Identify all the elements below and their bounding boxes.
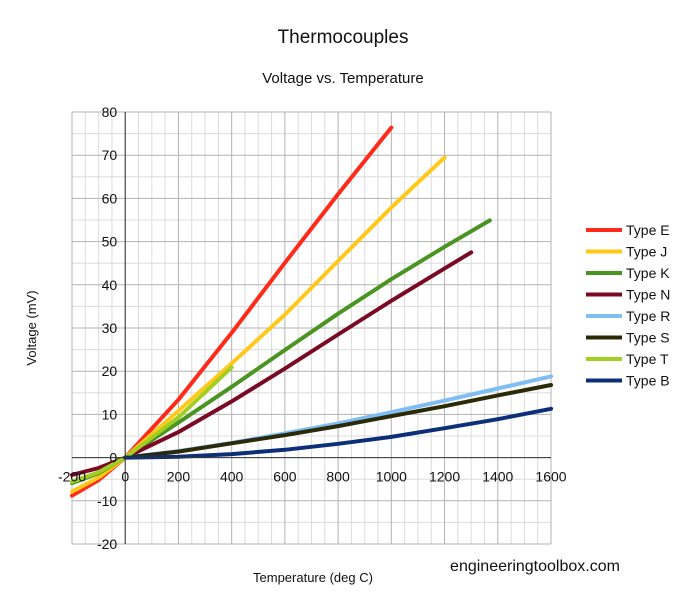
x-tick-label: 600 [273,469,297,485]
legend-label-type-t: Type T [626,351,669,367]
x-tick-label: 1400 [482,469,513,485]
legend-label-type-n: Type N [626,287,670,303]
y-tick-label: 70 [102,147,118,163]
x-tick-label: -200 [58,469,86,485]
axes: -200 0 200 400 600 800 1000 1200 1400 1600-20-100… [58,104,567,552]
y-tick-label: 80 [102,104,118,120]
legend-label-type-k: Type K [626,265,670,281]
x-tick-label: 200 [167,469,191,485]
y-tick-label: -20 [97,536,117,552]
y-tick-label: -10 [97,493,117,509]
y-tick-label: 30 [102,320,118,336]
x-tick-label: 1600 [535,469,566,485]
series-lines [70,125,553,498]
x-tick-label: 800 [326,469,350,485]
chart-subtitle: Voltage vs. Temperature [262,70,423,87]
x-tick-label: 1000 [376,469,407,485]
grid [71,111,552,545]
legend-label-type-e: Type E [626,222,670,238]
y-tick-label: 10 [102,406,118,422]
series-line-type-j [70,155,447,494]
y-tick-label: 50 [102,234,118,250]
x-tick-label: 400 [220,469,244,485]
y-tick-label: 40 [102,277,118,293]
legend-label-type-j: Type J [626,244,667,260]
legend-label-type-b: Type B [626,373,670,389]
chart-title: Thermocouples [278,27,409,48]
legend: Type E Type J Type K Type N Type R Type S Type… [586,222,670,389]
x-tick-label: 0 [121,469,129,485]
legend-label-type-r: Type R [626,308,670,324]
y-tick-label: 60 [102,190,118,206]
y-tick-label: 0 [109,450,117,466]
y-axis-label: Voltage (mV) [24,290,39,365]
y-tick-label: 20 [102,363,118,379]
watermark-text: engineeringtoolbox.com [450,558,620,575]
series-line-type-b [123,406,553,460]
x-tick-label: 1200 [429,469,460,485]
legend-label-type-s: Type S [626,330,670,346]
series-line-type-s [123,383,553,460]
x-axis-label: Temperature (deg C) [253,570,373,585]
